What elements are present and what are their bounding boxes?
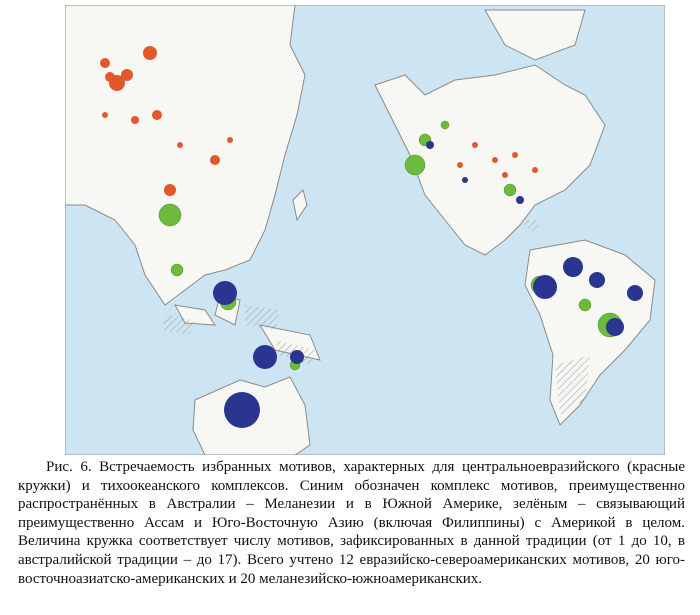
red-markers: [100, 46, 538, 196]
greenland: [484, 9, 586, 61]
hatched-area: [520, 220, 590, 415]
north-america: [374, 64, 606, 256]
map: [65, 5, 665, 455]
hatched-area: [163, 305, 315, 365]
japan: [292, 189, 308, 222]
figure-caption: Рис. 6. Встречаемость избранных мотивов,…: [18, 459, 685, 587]
blue-markers: [213, 141, 643, 428]
